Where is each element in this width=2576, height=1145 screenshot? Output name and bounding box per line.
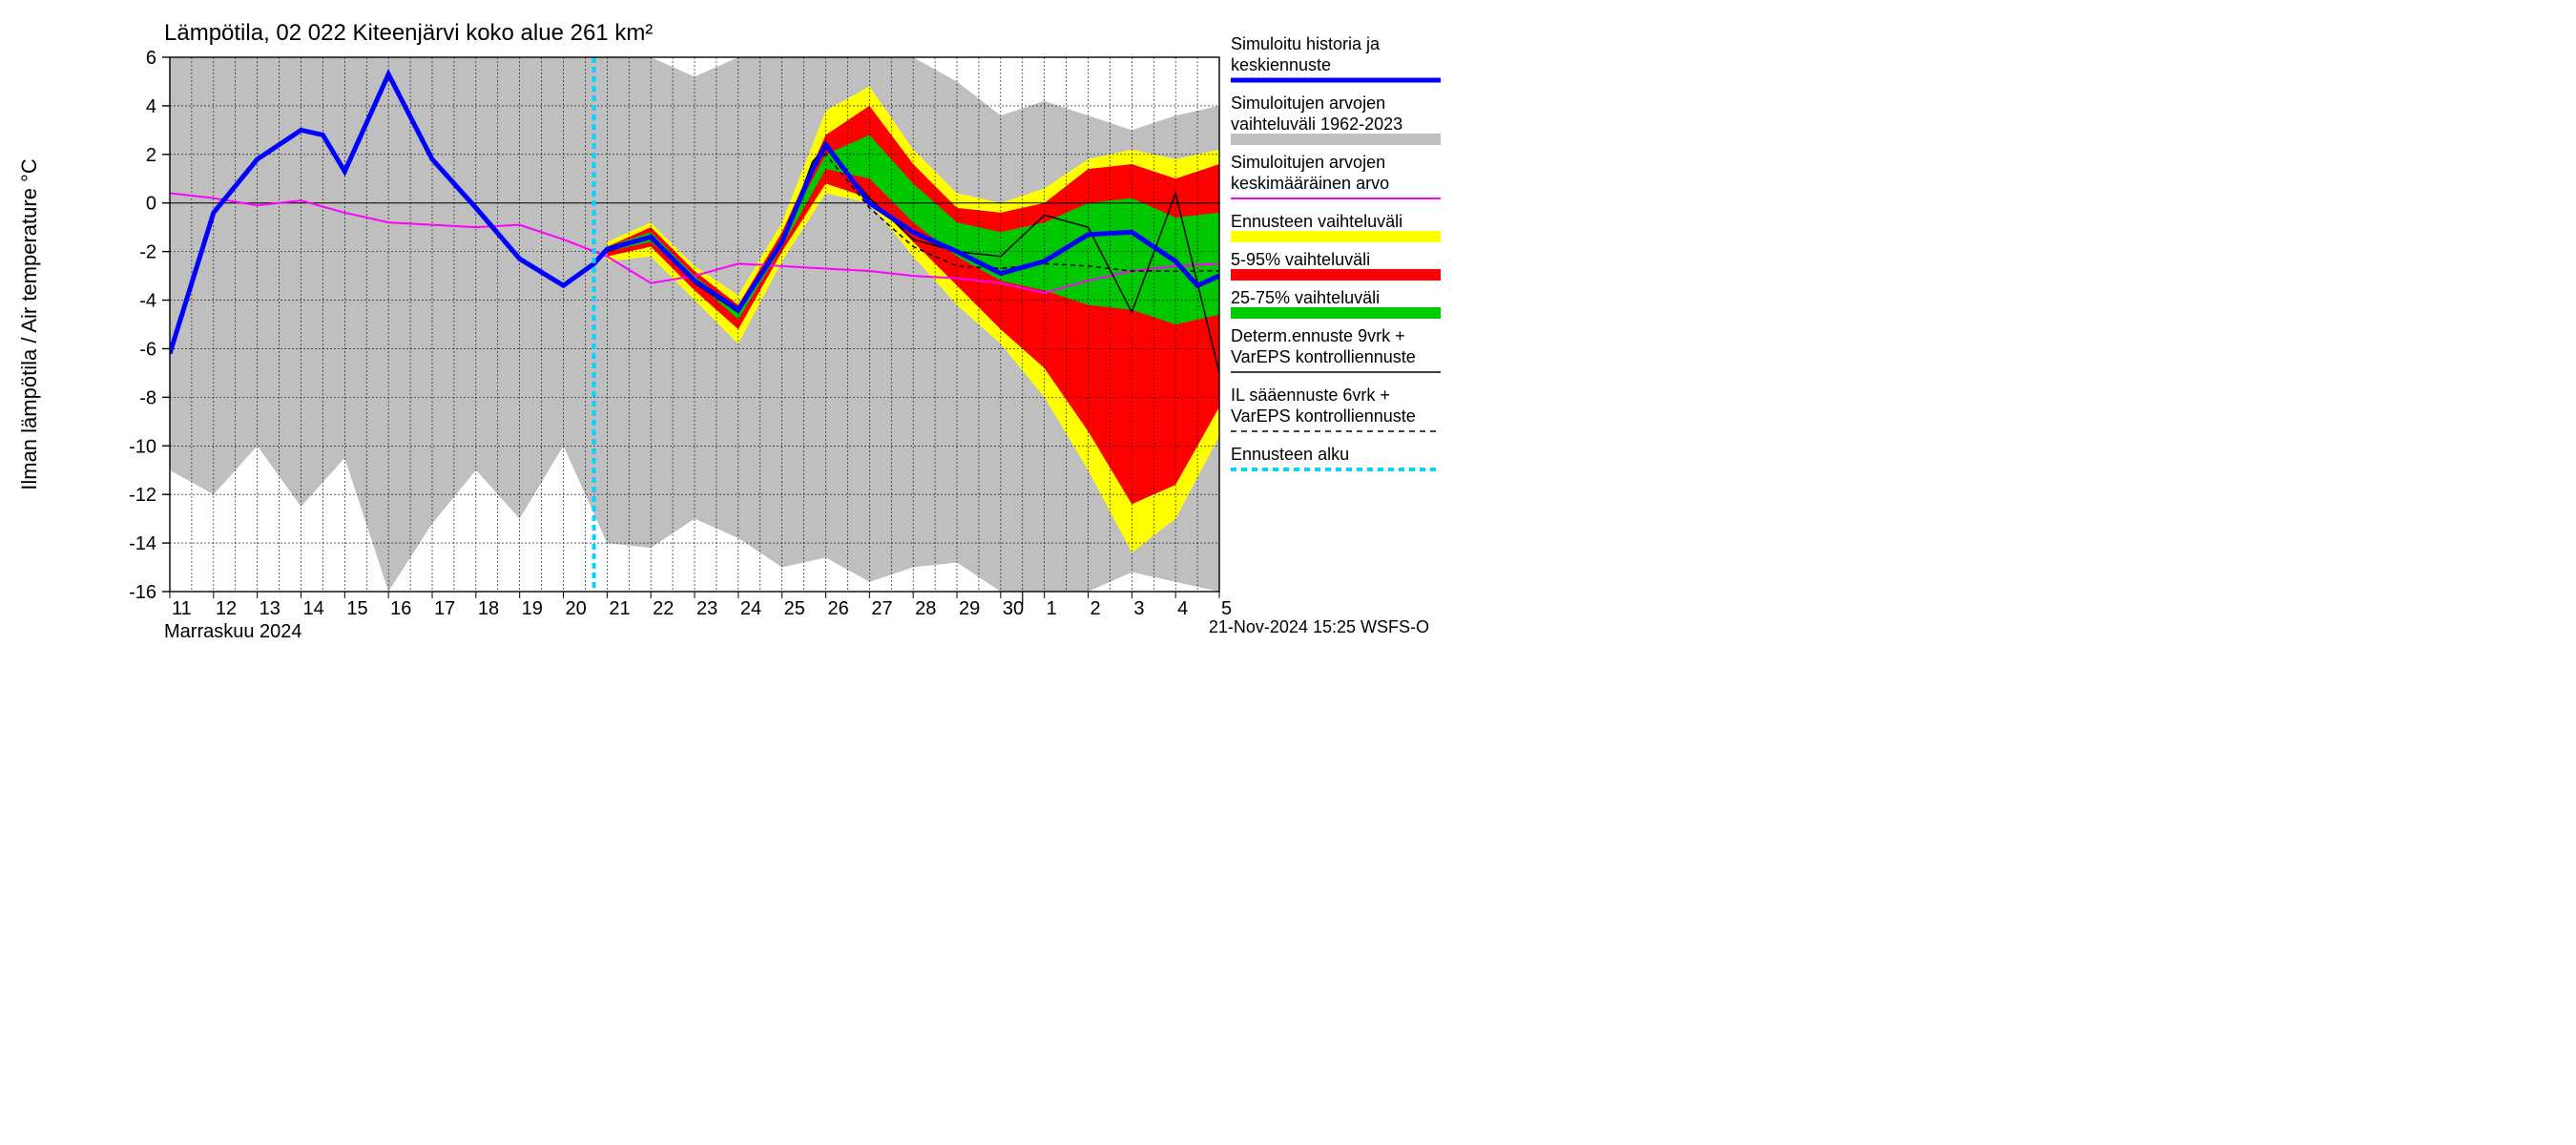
legend-label: 25-75% vaihteluväli (1231, 288, 1380, 307)
y-tick-label: 0 (146, 194, 156, 215)
x-tick-label: 19 (522, 598, 543, 619)
legend-label: Simuloitu historia ja (1231, 34, 1381, 53)
legend-swatch (1231, 231, 1441, 242)
x-tick-label: 13 (260, 598, 280, 619)
x-tick-label: 2 (1091, 598, 1101, 619)
x-tick-label: 17 (434, 598, 455, 619)
x-tick-label: 12 (216, 598, 237, 619)
legend-label: keskimääräinen arvo (1231, 174, 1389, 193)
legend-label: Ennusteen vaihteluväli (1231, 212, 1402, 231)
y-tick-label: -6 (139, 339, 156, 360)
legend-label: Ennusteen alku (1231, 445, 1349, 464)
x-tick-label: 21 (609, 598, 630, 619)
x-tick-label: 24 (740, 598, 761, 619)
x-tick-label: 25 (784, 598, 805, 619)
legend-label: IL sääennuste 6vrk + (1231, 385, 1390, 405)
chart-title: Lämpötila, 02 022 Kiteenjärvi koko alue … (164, 20, 653, 46)
x-tick-label: 15 (346, 598, 367, 619)
legend-label: vaihteluväli 1962-2023 (1231, 114, 1402, 134)
legend-label: VarEPS kontrolliennuste (1231, 406, 1416, 426)
legend-label: Simuloitujen arvojen (1231, 153, 1385, 172)
x-tick-label: 26 (828, 598, 849, 619)
x-tick-label: 3 (1133, 598, 1144, 619)
legend-label: Determ.ennuste 9vrk + (1231, 326, 1405, 345)
y-tick-label: -10 (129, 436, 156, 457)
x-tick-label: 5 (1221, 598, 1232, 619)
legend-swatch (1231, 269, 1441, 281)
legend-label: VarEPS kontrolliennuste (1231, 347, 1416, 366)
y-tick-label: -2 (139, 242, 156, 263)
x-tick-label: 28 (915, 598, 936, 619)
x-tick-label: 23 (696, 598, 717, 619)
x-tick-label: 14 (303, 598, 324, 619)
x-tick-label: 4 (1177, 598, 1188, 619)
x-tick-label: 18 (478, 598, 499, 619)
x-tick-label: 22 (653, 598, 674, 619)
y-tick-label: -8 (139, 387, 156, 408)
y-tick-label: 4 (146, 96, 156, 117)
legend-label: 5-95% vaihteluväli (1231, 250, 1370, 269)
y-tick-label: -14 (129, 533, 156, 554)
month-label-en: November (164, 642, 253, 644)
y-tick-label: -16 (129, 582, 156, 603)
y-tick-label: -4 (139, 291, 156, 312)
x-tick-label: 30 (1003, 598, 1024, 619)
legend-swatch (1231, 307, 1441, 319)
legend-label: Simuloitujen arvojen (1231, 94, 1385, 113)
y-tick-label: 6 (146, 48, 156, 69)
temperature-chart: 6420-2-4-6-8-10-12-14-161112131415161718… (0, 0, 1448, 644)
x-tick-label: 29 (959, 598, 980, 619)
x-tick-label: 11 (172, 598, 192, 619)
x-tick-label: 1 (1047, 598, 1057, 619)
legend-label: keskiennuste (1231, 55, 1331, 74)
y-axis-label: Ilman lämpötila / Air temperature °C (17, 158, 41, 490)
month-label-fi: Marraskuu 2024 (164, 621, 302, 642)
legend-swatch (1231, 134, 1441, 145)
legend: Simuloitu historia ja keskiennuste Simuloi… (1231, 34, 1441, 469)
y-tick-label: -12 (129, 485, 156, 506)
x-tick-label: 16 (390, 598, 411, 619)
x-tick-label: 20 (566, 598, 587, 619)
x-tick-label: 27 (871, 598, 892, 619)
footer-timestamp: 21-Nov-2024 15:25 WSFS-O (1209, 617, 1429, 636)
y-tick-label: 2 (146, 145, 156, 166)
